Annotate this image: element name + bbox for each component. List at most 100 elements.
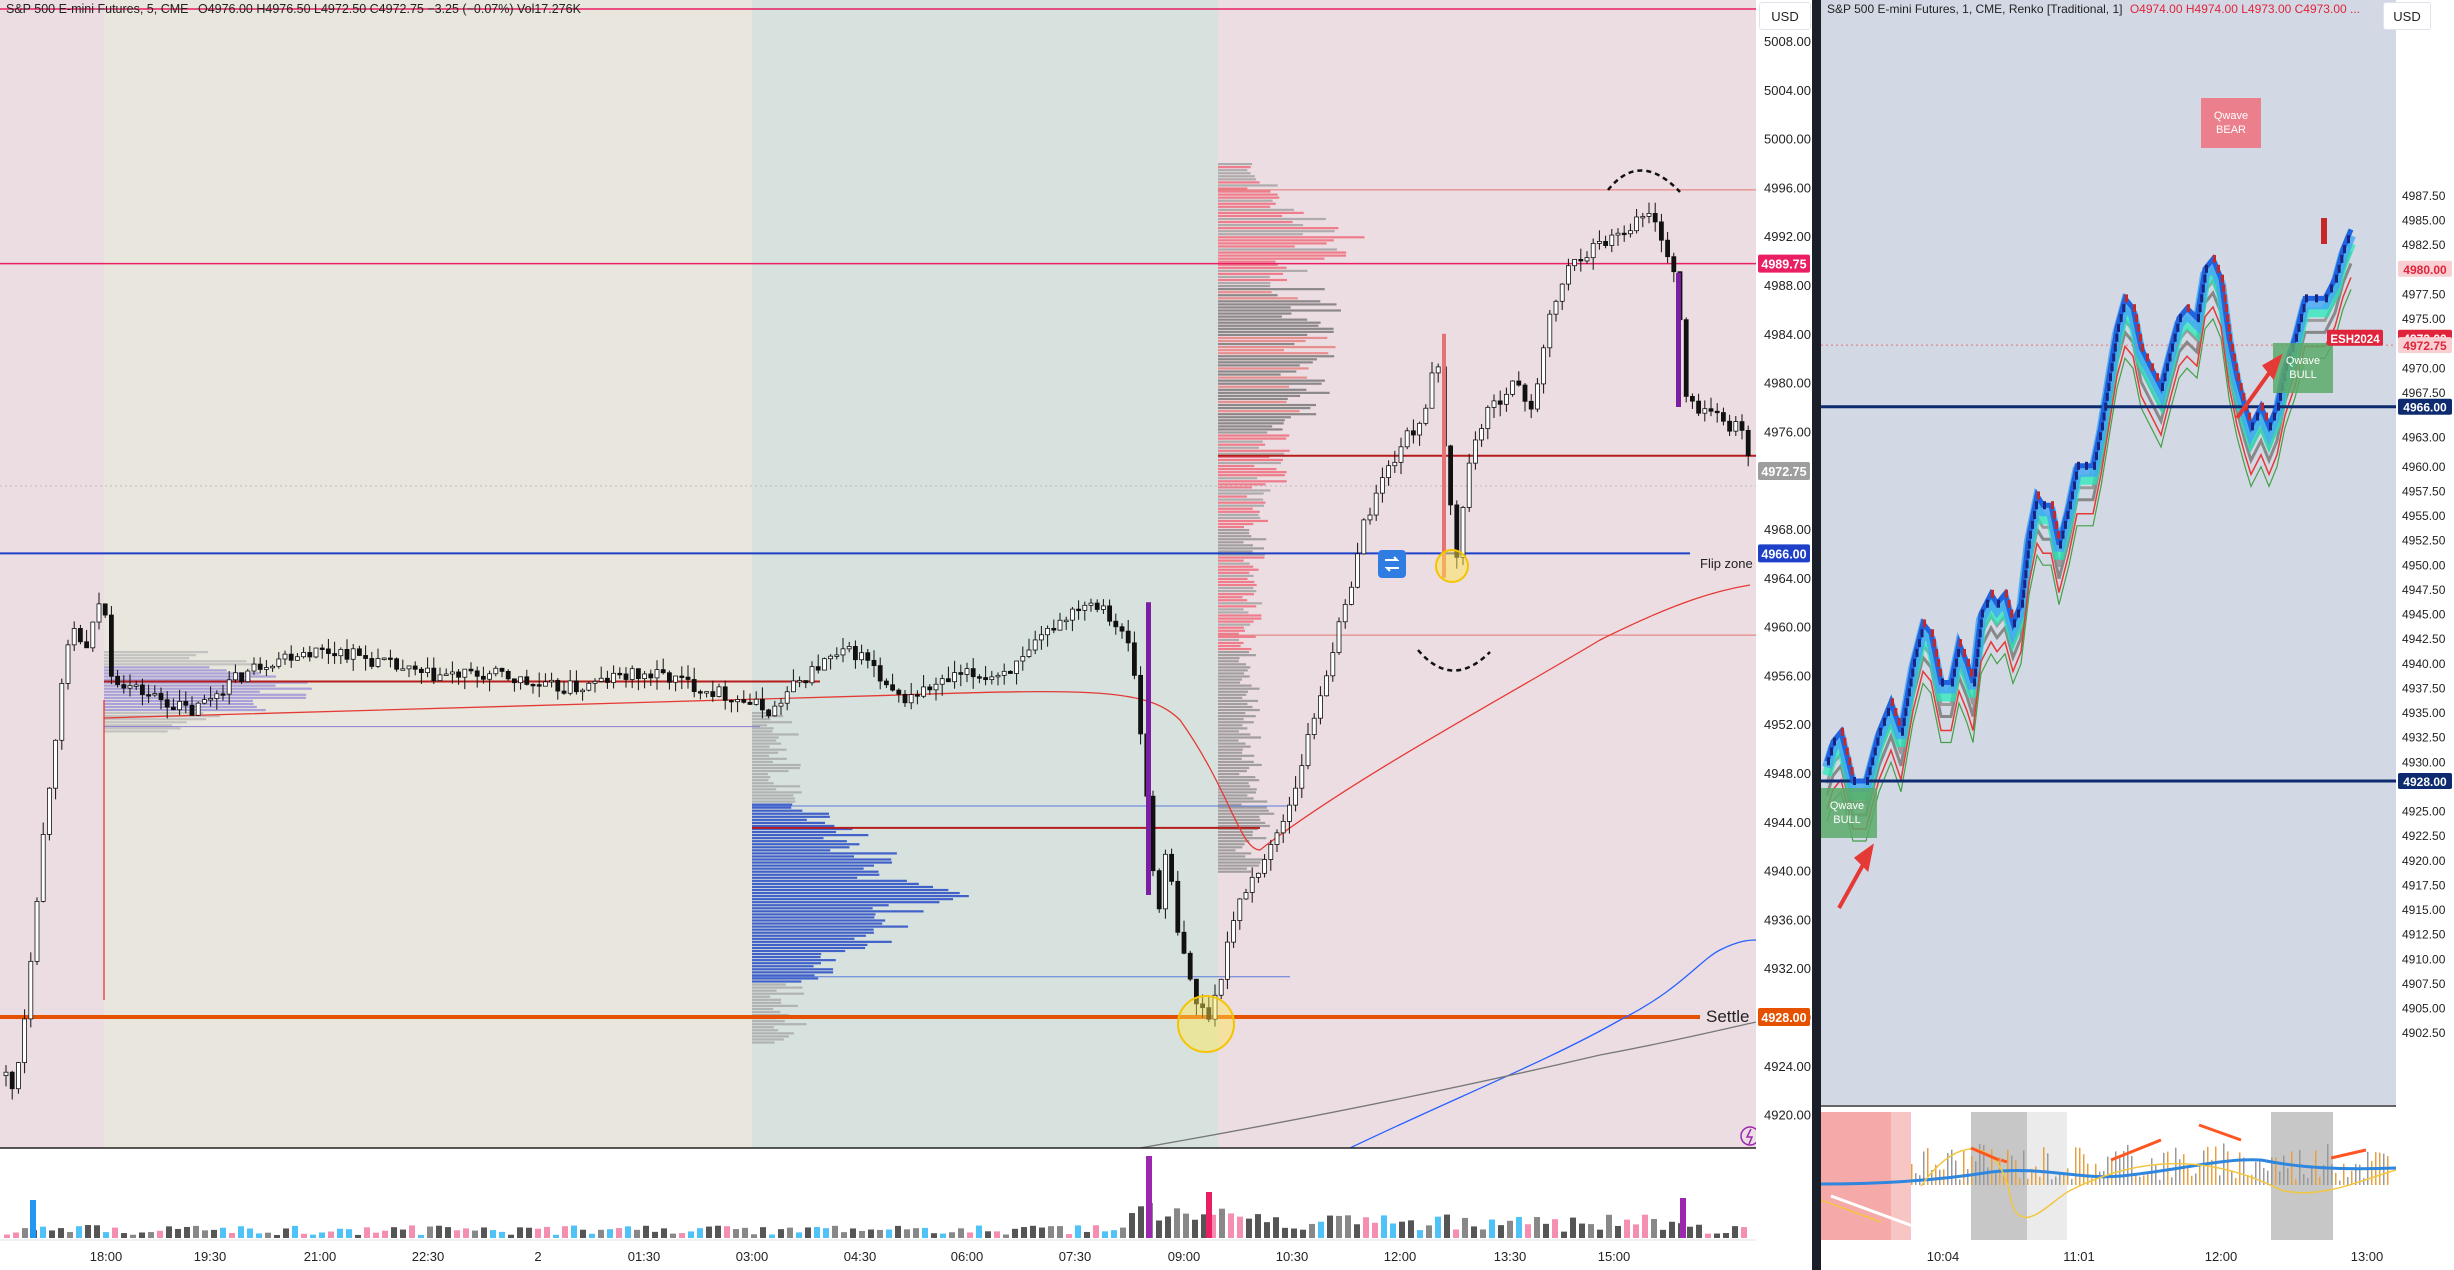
profile-bar xyxy=(1218,827,1258,831)
volume-bar xyxy=(1660,1229,1666,1238)
candle-down xyxy=(623,673,629,680)
osc-histogram-bar xyxy=(2107,1156,2109,1185)
candle-up xyxy=(282,653,288,660)
right-chart-pane[interactable]: Qwave BEAR Qwave BULL Qwave BULL 50000.002500… xyxy=(1821,0,2454,1270)
renko-brick-down xyxy=(2261,402,2264,411)
volume-bar xyxy=(22,1228,28,1238)
candle-up xyxy=(995,674,1001,678)
profile-bar xyxy=(1218,605,1257,608)
candle-down xyxy=(884,680,889,686)
profile-bar xyxy=(752,849,831,852)
profile-bar xyxy=(1218,458,1283,462)
profile-bar xyxy=(1218,507,1253,510)
left-price-axis[interactable]: 5008.00 5004.00 5000.00 4996.00 4992.00 4988.… xyxy=(1756,0,1812,1270)
top-arc xyxy=(1607,169,1681,193)
right-time-axis[interactable]: 10:04 11:01 12:00 13:00 xyxy=(1927,1249,2384,1264)
osc-histogram-bar xyxy=(2239,1152,2241,1185)
renko-brick-up xyxy=(1873,747,1877,756)
left-chart-pane[interactable]: 1050 5008.00 5004.00 5000.00 4996.00 4992.00… xyxy=(0,0,1812,1270)
osc-divergence-lines xyxy=(1970,1123,2367,1164)
osc-histogram-bar xyxy=(2035,1166,2037,1185)
profile-bar xyxy=(1218,748,1243,751)
profile-bar xyxy=(1218,535,1252,538)
profile-bar xyxy=(1218,178,1257,181)
candle-up xyxy=(791,680,796,693)
profile-bar xyxy=(1218,211,1304,214)
profile-bar xyxy=(752,812,829,815)
qwave-signal-box xyxy=(2273,343,2333,393)
candle-up xyxy=(1231,920,1236,943)
osc-histogram-bar xyxy=(1979,1144,1981,1185)
profile-bar xyxy=(1218,352,1329,355)
osc-histogram-bar xyxy=(2055,1176,2057,1185)
profile-bar xyxy=(1218,550,1253,553)
candle-up xyxy=(1305,734,1311,767)
pane-divider[interactable] xyxy=(1812,0,1821,1270)
profile-bar xyxy=(1218,815,1260,818)
profile-bar xyxy=(1218,757,1242,760)
candle-up xyxy=(1479,428,1484,441)
profile-bar xyxy=(1218,751,1243,754)
profile-bar xyxy=(752,727,774,730)
price-tick-label: 4920.00 xyxy=(2402,854,2446,868)
profile-bar xyxy=(752,800,796,803)
profile-bar xyxy=(752,1001,782,1004)
candle-down xyxy=(710,691,716,697)
candle-down xyxy=(679,675,685,678)
osc-histogram-bar xyxy=(2063,1173,2065,1185)
osc-histogram-bar xyxy=(2319,1177,2321,1185)
renko-brick-down xyxy=(2225,304,2228,313)
osc-histogram-bar xyxy=(2271,1157,2273,1185)
profile-bar xyxy=(1218,403,1317,407)
volume-bar xyxy=(85,1225,91,1238)
renko-brick-up xyxy=(1975,658,1979,667)
price-tick-label: 4982.50 xyxy=(2402,238,2446,252)
candle-down xyxy=(257,663,263,670)
left-currency-button[interactable]: USD xyxy=(1759,2,1811,30)
volume-bar xyxy=(535,1228,541,1238)
osc-histogram-bar xyxy=(2295,1179,2297,1185)
right-price-axis[interactable]: 4987.50 4985.00 4982.50 4977.50 4975.00 4970.… xyxy=(2396,0,2454,1270)
volume-bar xyxy=(931,1233,937,1238)
volume-bar xyxy=(139,1232,145,1238)
profile-bar xyxy=(752,742,782,745)
left-price-chart[interactable]: 1050 5008.00 5004.00 5000.00 4996.00 4992.00… xyxy=(0,0,1812,1270)
renko-brick-up xyxy=(2256,412,2259,421)
candle-up xyxy=(1014,660,1019,674)
volume-bar xyxy=(1039,1227,1045,1238)
renko-brick-down xyxy=(2151,363,2154,372)
time-tick-label: 13:30 xyxy=(1494,1249,1527,1264)
renko-brick-up xyxy=(2077,461,2080,470)
profile-bar xyxy=(1218,745,1251,748)
candle-up xyxy=(1423,407,1429,424)
osc-histogram-bar xyxy=(2071,1178,2073,1185)
profile-bar xyxy=(1218,181,1260,184)
osc-histogram-bar xyxy=(2135,1172,2137,1185)
renko-brick-down xyxy=(2051,501,2054,510)
candle-up xyxy=(933,683,939,691)
right-renko-chart[interactable]: Qwave BEAR Qwave BULL Qwave BULL 50000.002500… xyxy=(1821,0,2454,1270)
profile-bar xyxy=(752,882,919,885)
candle-up xyxy=(611,672,616,683)
price-tick-label: 4968.00 xyxy=(1764,522,1811,537)
right-currency-button[interactable]: USD xyxy=(2383,2,2431,30)
left-time-axis[interactable]: 18:00 19:30 21:00 22:30 2 01:30 03:00 04:30 06:0… xyxy=(0,1239,1756,1264)
horizontal-levels xyxy=(0,8,1756,1019)
candle-up xyxy=(1367,514,1373,521)
profile-bar xyxy=(1218,641,1244,645)
profile-bar xyxy=(1218,281,1271,285)
price-tick-label: 4952.50 xyxy=(2402,534,2446,548)
volume-bar xyxy=(1480,1229,1486,1238)
price-tick-label: 4963.00 xyxy=(2402,430,2446,444)
profile-bar xyxy=(1218,416,1291,419)
profile-bar xyxy=(1218,242,1327,245)
profile-bar xyxy=(1218,437,1287,440)
osc-histogram-bar xyxy=(2243,1157,2245,1185)
osc-histogram-bar xyxy=(2031,1168,2033,1185)
candle-up xyxy=(1063,619,1069,623)
candle-down xyxy=(1621,232,1627,236)
candle-up xyxy=(1020,656,1026,662)
profile-bar xyxy=(752,861,892,864)
renko-brick-up xyxy=(1957,648,1960,657)
renko-brick-up xyxy=(2347,235,2350,244)
